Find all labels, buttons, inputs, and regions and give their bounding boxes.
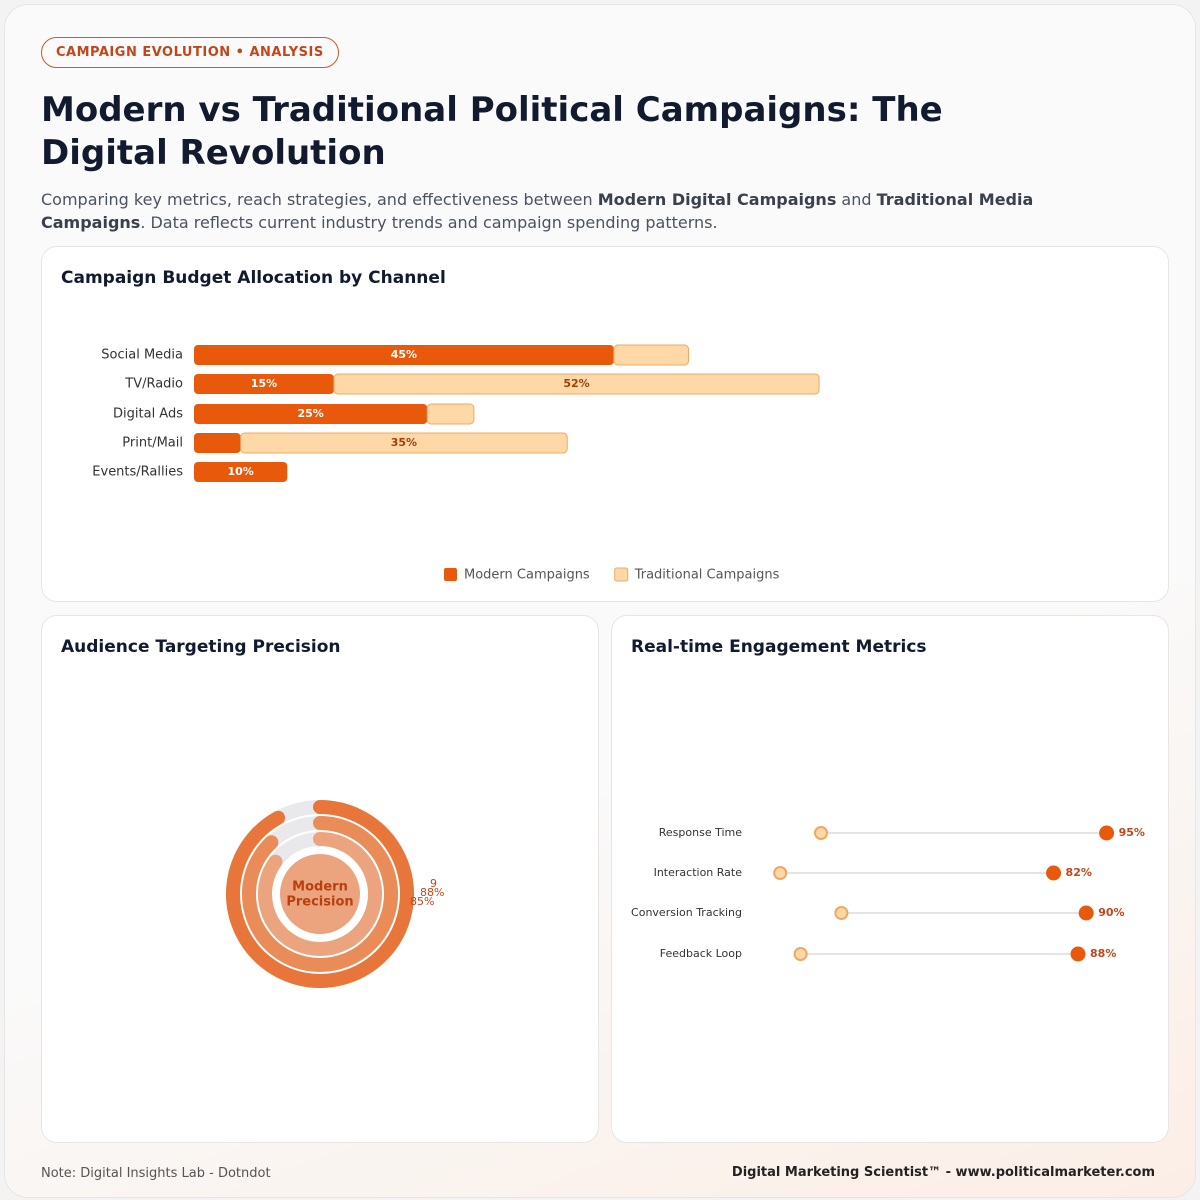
chart-title: Audience Targeting Precision bbox=[61, 637, 341, 657]
bar bbox=[194, 433, 241, 453]
dot bbox=[814, 826, 828, 840]
legend-swatch bbox=[614, 567, 629, 582]
legend-label: Traditional Campaigns bbox=[634, 568, 780, 583]
ring-arc bbox=[242, 816, 398, 972]
chart: Audience Targeting Precision 988%85% Moder… bbox=[61, 637, 444, 988]
data-label: 90% bbox=[1098, 906, 1124, 919]
dot bbox=[834, 906, 849, 920]
chart: Campaign Budget Allocation by Channel Soc… bbox=[61, 268, 820, 583]
data-label: 88% bbox=[1090, 947, 1116, 960]
dot bbox=[1078, 905, 1094, 921]
data-label: 35% bbox=[391, 436, 417, 449]
data-label: 9 bbox=[430, 877, 437, 890]
bar bbox=[194, 374, 334, 394]
center bbox=[280, 854, 360, 934]
center-label: Precision bbox=[286, 895, 353, 910]
dot bbox=[773, 866, 788, 880]
ring-arc bbox=[226, 800, 414, 988]
data-label: 15% bbox=[251, 377, 277, 390]
footer-note: Note: Digital Insights Lab - Dotndot bbox=[41, 1166, 271, 1181]
data-label: 88% bbox=[420, 886, 444, 899]
data-label: 25% bbox=[297, 407, 323, 420]
y-tick-label: Conversion Tracking bbox=[631, 906, 742, 919]
bar bbox=[613, 344, 689, 366]
card: Audience Targeting Precision 9 88% 85% Moder… bbox=[41, 615, 599, 1143]
bar bbox=[194, 462, 288, 482]
data-label: 52% bbox=[563, 377, 589, 390]
legend-label: Modern Campaigns bbox=[464, 568, 590, 583]
y-tick-label: Print/Mail bbox=[122, 436, 183, 451]
y-tick-label: Events/Rallies bbox=[92, 465, 183, 480]
y-tick-label: Feedback Loop bbox=[660, 947, 742, 960]
y-tick-label: Digital Ads bbox=[113, 407, 183, 422]
y-tick-label: TV/Radio bbox=[124, 377, 183, 392]
dot bbox=[1099, 825, 1115, 841]
ring-arc bbox=[258, 832, 382, 956]
badge: CAMPAIGN EVOLUTION • ANALYSIS bbox=[41, 37, 339, 68]
center-label: Modern bbox=[292, 880, 348, 895]
page-title: Modern vs Traditional Political Campaign… bbox=[41, 90, 943, 173]
subtitle: Comparing key metrics, reach strategies,… bbox=[41, 188, 1141, 234]
data-label: 10% bbox=[227, 465, 253, 478]
dot bbox=[1046, 865, 1062, 881]
footer-brand: Digital Marketing Scientist™ - www.polit… bbox=[731, 1165, 1155, 1180]
subtitle-part: Traditional Media Campaigns bbox=[41, 190, 1034, 232]
bar bbox=[333, 373, 820, 395]
card: Campaign Budget Allocation by Channel Soc… bbox=[41, 246, 1169, 602]
bar bbox=[426, 403, 475, 425]
bar bbox=[194, 404, 428, 424]
data-label: 95% bbox=[1119, 826, 1145, 839]
chart-title: Real-time Engagement Metrics bbox=[631, 637, 927, 657]
bar bbox=[240, 432, 568, 454]
bar bbox=[194, 345, 614, 365]
data-label: 85% bbox=[410, 895, 434, 908]
chart-title: Campaign Budget Allocation by Channel bbox=[61, 268, 446, 288]
subtitle-part: and bbox=[836, 190, 877, 209]
y-tick-label: Interaction Rate bbox=[654, 866, 743, 879]
data-label: 82% bbox=[1066, 866, 1092, 879]
subtitle-part: . Data reflects current industry trends … bbox=[140, 213, 718, 232]
y-tick-label: Response Time bbox=[659, 826, 742, 839]
dot bbox=[1070, 946, 1086, 962]
subtitle-part: Comparing key metrics, reach strategies,… bbox=[41, 190, 598, 209]
page: CAMPAIGN EVOLUTION • ANALYSIS Modern vs … bbox=[4, 4, 1196, 1198]
subtitle-part: Modern Digital Campaigns bbox=[597, 190, 837, 209]
data-label: 45% bbox=[391, 348, 417, 361]
chart: Real-time Engagement Metrics Response Tim… bbox=[631, 637, 1145, 962]
card: Real-time Engagement Metrics Response Tim… bbox=[611, 615, 1169, 1143]
legend-swatch bbox=[444, 568, 457, 581]
dot bbox=[793, 947, 808, 961]
y-tick-label: Social Media bbox=[101, 348, 183, 363]
